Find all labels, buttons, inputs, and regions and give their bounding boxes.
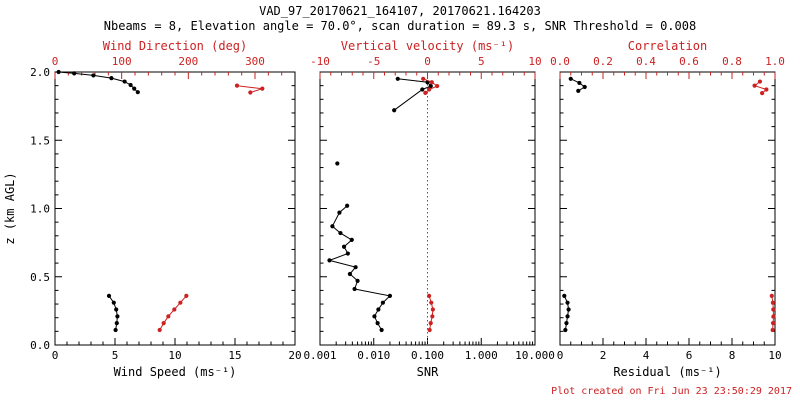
snr-series: [327, 76, 433, 333]
wind-top-axis: 0 100 200 300 Wind Direction (deg): [52, 39, 283, 79]
wind-bottom-axis: 0 5 10 15 20 Wind Speed (ms⁻¹): [52, 338, 302, 379]
svg-text:300: 300: [245, 55, 265, 68]
vertical-velocity-series: [421, 76, 440, 333]
svg-text:0.4: 0.4: [636, 55, 656, 68]
svg-text:1.0: 1.0: [30, 203, 50, 216]
svg-text:0.0: 0.0: [550, 55, 570, 68]
residual-top-axis: 0.0 0.2 0.4 0.6 0.8 1.0 Correlation: [550, 39, 785, 79]
svg-text:-5: -5: [367, 55, 380, 68]
residual-bottom-axis: 0 2 4 6 8 10 Residual (ms⁻¹): [557, 338, 782, 379]
svg-text:20: 20: [288, 349, 301, 362]
wind-y-axis: 0.0 0.5 1.0 1.5 2.0: [30, 66, 295, 352]
svg-text:10: 10: [768, 349, 781, 362]
correlation-series: [752, 79, 776, 333]
svg-text:0.100: 0.100: [411, 349, 444, 362]
svg-text:0.0: 0.0: [30, 339, 50, 352]
wind-speed-series: [56, 69, 140, 333]
svg-text:2.0: 2.0: [30, 66, 50, 79]
svg-text:8: 8: [729, 349, 736, 362]
panel-snr: 0.001 0.010 0.100 1.000 10.000 SNR -10 -5 0 5 10 Ve…: [303, 39, 554, 379]
svg-text:10: 10: [528, 55, 541, 68]
svg-text:0: 0: [557, 349, 564, 362]
svg-text:10: 10: [168, 349, 181, 362]
svg-text:0.2: 0.2: [593, 55, 613, 68]
svg-text:0.5: 0.5: [30, 271, 50, 284]
residual-y-axis: [560, 71, 775, 346]
snr-top-axis-title: Vertical velocity (ms⁻¹): [341, 39, 514, 53]
snr-bottom-axis: 0.001 0.010 0.100 1.000 10.000 SNR: [303, 338, 555, 379]
svg-text:6: 6: [686, 349, 693, 362]
svg-text:5: 5: [478, 55, 485, 68]
plot-frame: [54, 71, 296, 346]
residual-series: [562, 76, 587, 333]
snr-y-axis: [320, 71, 535, 346]
svg-text:0: 0: [52, 349, 59, 362]
wind-bottom-axis-title: Wind Speed (ms⁻¹): [114, 365, 237, 379]
snr-bottom-axis-title: SNR: [417, 365, 439, 379]
svg-text:15: 15: [228, 349, 241, 362]
plot-subtitle: Nbeams = 8, Elevation angle = 70.0°, sca…: [103, 19, 697, 33]
svg-text:1.0: 1.0: [765, 55, 785, 68]
svg-text:1.5: 1.5: [30, 134, 50, 147]
plot-frame: [559, 71, 776, 346]
svg-text:100: 100: [112, 55, 132, 68]
panel-residual: 0 2 4 6 8 10 Residual (ms⁻¹) 0.0 0.2 0.4 0.6 0.8 1.0…: [550, 39, 785, 379]
svg-text:0.8: 0.8: [722, 55, 742, 68]
svg-text:0: 0: [52, 55, 59, 68]
y-axis-title: z (km AGL): [3, 172, 17, 244]
residual-bottom-axis-title: Residual (ms⁻¹): [613, 365, 721, 379]
svg-text:0.010: 0.010: [357, 349, 390, 362]
svg-text:1.000: 1.000: [465, 349, 498, 362]
panel-wind: 0 5 10 15 20 Wind Speed (ms⁻¹) 0 100 200 300 Wind …: [30, 39, 302, 379]
svg-text:0.001: 0.001: [303, 349, 336, 362]
wind-direction-series: [157, 83, 265, 333]
svg-text:200: 200: [178, 55, 198, 68]
wind-top-axis-title: Wind Direction (deg): [103, 39, 248, 53]
plot-title: VAD_97_20170621_164107, 20170621.164203: [259, 4, 541, 18]
svg-text:4: 4: [643, 349, 650, 362]
svg-text:0.6: 0.6: [679, 55, 699, 68]
svg-text:2: 2: [600, 349, 607, 362]
svg-text:5: 5: [112, 349, 119, 362]
snr-top-axis: -10 -5 0 5 10 Vertical velocity (ms⁻¹): [310, 39, 542, 79]
svg-text:10.000: 10.000: [515, 349, 555, 362]
plot-created-timestamp: Plot created on Fri Jun 23 23:50:29 2017: [551, 386, 792, 397]
residual-top-axis-title: Correlation: [628, 39, 707, 53]
svg-text:-10: -10: [310, 55, 330, 68]
svg-text:0: 0: [424, 55, 431, 68]
